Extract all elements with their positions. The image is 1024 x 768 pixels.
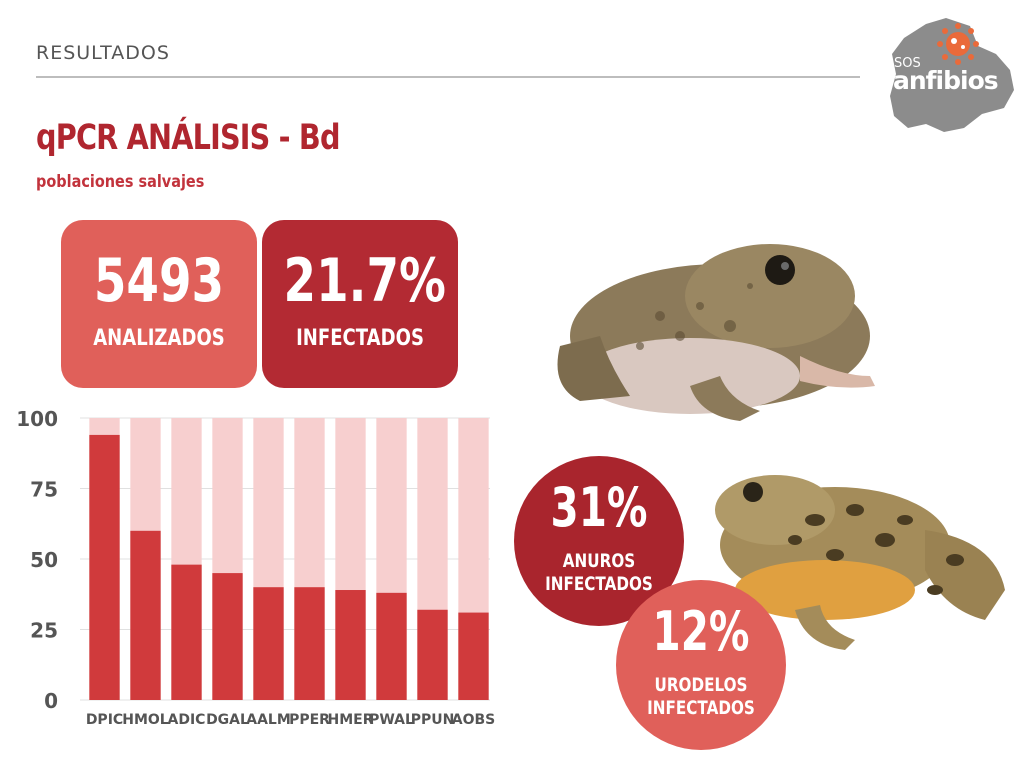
section-label: RESULTADOS: [36, 42, 170, 64]
anuros-label-line2: INFECTADOS: [545, 573, 653, 595]
frog-image: [715, 475, 1005, 650]
bar-infected-adic: [171, 564, 202, 700]
y-tick-label: 100: [16, 407, 58, 431]
x-tick-label: AOBS: [452, 712, 496, 728]
x-tick-label: PWAL: [369, 712, 414, 728]
bar-infected-pper: [294, 587, 325, 700]
bar-infected-hmol: [130, 530, 161, 700]
sos-anfibios-logo: [890, 18, 1014, 132]
logo-text-sos: SOS: [894, 56, 921, 71]
bar-infected-dpic: [89, 434, 120, 700]
x-tick-label: PPUN: [411, 712, 455, 728]
y-tick-label: 0: [44, 689, 58, 713]
x-tick-label: ADIC: [168, 712, 206, 728]
x-tick-label: DGAL: [206, 712, 249, 728]
header-divider: [36, 76, 860, 78]
bar-infected-pwal: [376, 592, 407, 700]
urodelos-label: URODELOS INFECTADOS: [633, 674, 769, 720]
bar-infected-aobs: [458, 612, 489, 700]
analyzed-count: 5493: [93, 246, 225, 316]
anuros-percent: 31%: [550, 476, 648, 539]
urodelos-percent: 12%: [652, 600, 750, 663]
anuros-label: ANUROS INFECTADOS: [531, 550, 667, 596]
anuros-label-line1: ANUROS: [562, 550, 636, 572]
infected-label: INFECTADOS: [296, 326, 424, 351]
bar-infected-aalm: [253, 587, 284, 700]
x-tick-label: HMER: [328, 712, 374, 728]
urodelos-label-line2: INFECTADOS: [647, 697, 755, 719]
page-subtitle: poblaciones salvajes: [36, 172, 205, 192]
bar-infected-dgal: [212, 573, 243, 700]
y-tick-label: 25: [30, 619, 58, 643]
urodelos-infected-circle: 12% URODELOS INFECTADOS: [616, 580, 786, 750]
urodelos-label-line1: URODELOS: [654, 674, 748, 696]
x-tick-label: PPER: [289, 712, 330, 728]
analyzed-label: ANALIZADOS: [93, 326, 225, 351]
x-tick-label: HMOL: [122, 712, 169, 728]
x-tick-label: DPIC: [86, 712, 123, 728]
bar-infected-hmer: [335, 590, 366, 700]
infected-percent: 21.7%: [283, 246, 446, 316]
page-title: qPCR ANÁLISIS - Bd: [36, 118, 341, 158]
bar-infected-ppun: [417, 609, 448, 700]
infected-stat-card: 21.7% INFECTADOS: [262, 220, 458, 388]
logo-text-anfibios: anfibios: [893, 66, 999, 95]
y-tick-label: 75: [30, 478, 58, 502]
toad-image: [557, 244, 875, 421]
x-tick-label: AALM: [246, 712, 291, 728]
analyzed-stat-card: 5493 ANALIZADOS: [61, 220, 257, 388]
y-tick-label: 50: [30, 548, 58, 572]
